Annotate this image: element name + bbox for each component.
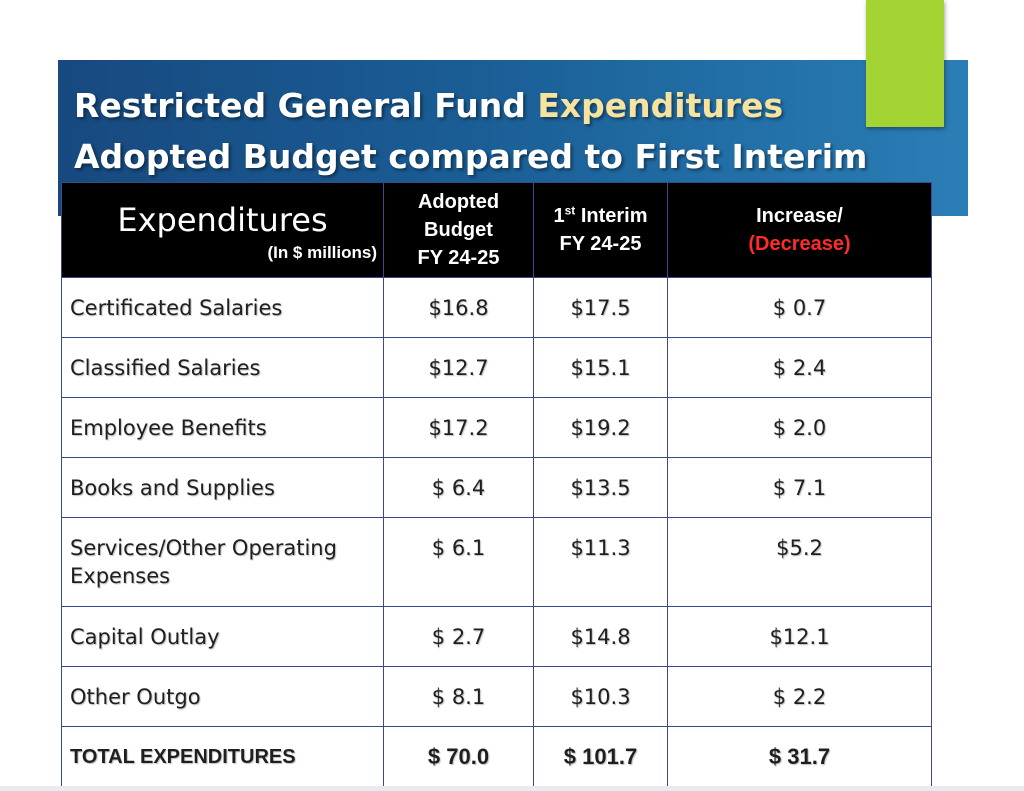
title-line2: Adopted Budget compared to First Interim	[74, 137, 868, 176]
change-value: $ 2.0	[667, 397, 932, 458]
accent-tab	[866, 0, 944, 127]
header-expenditures: Expenditures (In $ millions)	[61, 182, 384, 278]
row-label: Classified Salaries	[61, 337, 384, 398]
total-adopted-value: $ 70.0	[383, 726, 534, 787]
total-interim-value: $ 101.7	[533, 726, 668, 787]
row-label: Capital Outlay	[61, 606, 384, 667]
row-label: Other Outgo	[61, 666, 384, 727]
change-value: $ 2.4	[667, 337, 932, 398]
slide-title: Restricted General Fund Expenditures Ado…	[74, 80, 867, 182]
adopted-value: $ 2.7	[383, 606, 534, 667]
table-row: Capital Outlay $ 2.7 $14.8 $12.1	[61, 606, 932, 667]
row-label: Books and Supplies	[61, 457, 384, 518]
interim-value: $14.8	[533, 606, 668, 667]
total-row: TOTAL EXPENDITURES $ 70.0 $ 101.7 $ 31.7	[61, 726, 932, 787]
decrease-label: (Decrease)	[748, 233, 851, 255]
footer-divider	[0, 786, 1024, 791]
header-units: (In $ millions)	[267, 243, 377, 262]
row-label: Employee Benefits	[61, 397, 384, 458]
interim-value: $10.3	[533, 666, 668, 727]
header-increase-decrease: Increase/ (Decrease)	[667, 182, 932, 278]
header-row: Expenditures (In $ millions) Adopted Bud…	[61, 182, 932, 278]
adopted-value: $ 6.4	[383, 457, 534, 518]
header-first-interim: 1st Interim FY 24-25	[533, 182, 668, 278]
interim-value: $19.2	[533, 397, 668, 458]
table-row: Employee Benefits $17.2 $19.2 $ 2.0	[61, 397, 932, 458]
interim-value: $11.3	[533, 517, 668, 607]
title-line1: Restricted General Fund Expenditures	[74, 86, 784, 125]
change-value: $ 0.7	[667, 277, 932, 338]
header-adopted-budget: Adopted Budget FY 24-25	[383, 182, 534, 278]
table-row: Services/Other Operating Expenses $ 6.1 …	[61, 517, 932, 607]
table-row: Certificated Salaries $16.8 $17.5 $ 0.7	[61, 277, 932, 338]
total-change-value: $ 31.7	[667, 726, 932, 787]
interim-value: $15.1	[533, 337, 668, 398]
adopted-value: $ 8.1	[383, 666, 534, 727]
change-value: $12.1	[667, 606, 932, 667]
interim-value: $13.5	[533, 457, 668, 518]
table-row: Other Outgo $ 8.1 $10.3 $ 2.2	[61, 666, 932, 727]
adopted-value: $17.2	[383, 397, 534, 458]
expenditures-table: Expenditures (In $ millions) Adopted Bud…	[61, 182, 932, 787]
change-value: $ 7.1	[667, 457, 932, 518]
title-highlight: Expenditures	[537, 86, 784, 125]
adopted-value: $ 6.1	[383, 517, 534, 607]
adopted-value: $12.7	[383, 337, 534, 398]
change-value: $5.2	[667, 517, 932, 607]
change-value: $ 2.2	[667, 666, 932, 727]
table-row: Classified Salaries $12.7 $15.1 $ 2.4	[61, 337, 932, 398]
total-label: TOTAL EXPENDITURES	[61, 726, 384, 787]
row-label: Certificated Salaries	[61, 277, 384, 338]
row-label: Services/Other Operating Expenses	[61, 517, 384, 607]
adopted-value: $16.8	[383, 277, 534, 338]
table-row: Books and Supplies $ 6.4 $13.5 $ 7.1	[61, 457, 932, 518]
interim-value: $17.5	[533, 277, 668, 338]
